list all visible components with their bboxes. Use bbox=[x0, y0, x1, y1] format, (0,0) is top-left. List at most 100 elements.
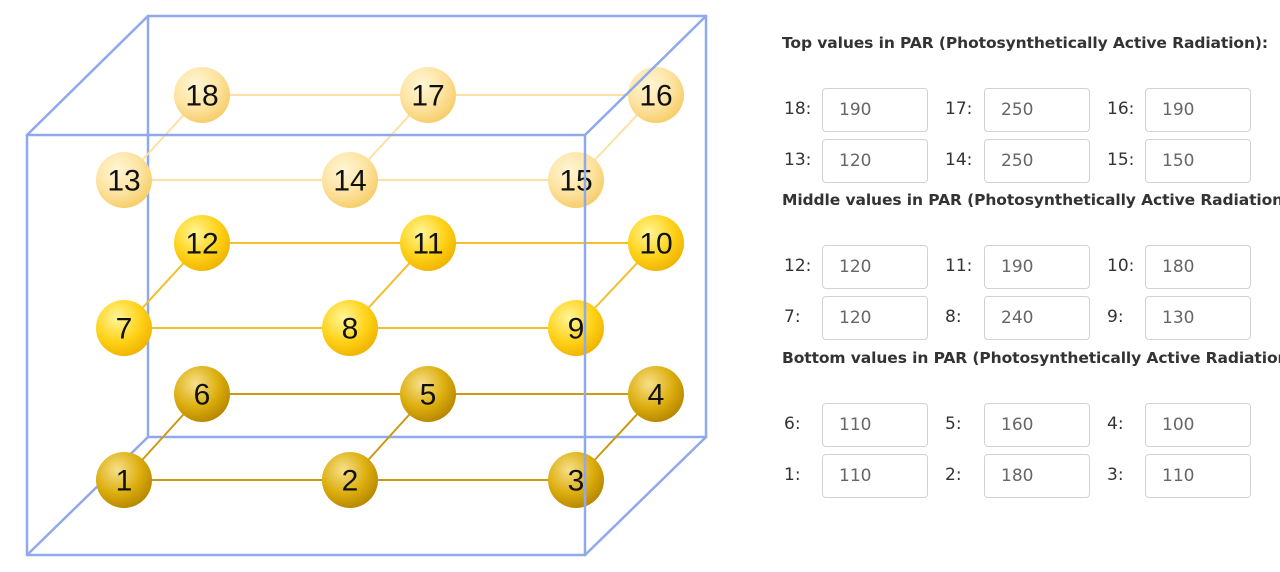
sensor-value-input-1[interactable] bbox=[822, 454, 928, 498]
sensor-node-12: 12 bbox=[174, 215, 230, 271]
sensor-sphere bbox=[548, 300, 604, 356]
sensor-sphere bbox=[400, 215, 456, 271]
sensor-sphere bbox=[628, 366, 684, 422]
sensor-node-1: 1 bbox=[96, 452, 152, 508]
sensor-number: 1 bbox=[116, 465, 133, 498]
sensor-sphere bbox=[174, 215, 230, 271]
sensor-node-15: 15 bbox=[548, 152, 604, 208]
sensor-sphere bbox=[400, 67, 456, 123]
sensor-value-input-13[interactable] bbox=[822, 139, 928, 183]
sensor-node-14: 14 bbox=[322, 152, 378, 208]
sensor-value-input-6[interactable] bbox=[822, 403, 928, 447]
sensor-label-5: 5: bbox=[945, 414, 962, 434]
sensor-value-input-7[interactable] bbox=[822, 296, 928, 340]
sensor-label-18: 18: bbox=[784, 99, 812, 119]
box-edge bbox=[583, 435, 708, 557]
sensor-node-16: 16 bbox=[628, 67, 684, 123]
sensor-label-6: 6: bbox=[784, 414, 801, 434]
sensor-node-2: 2 bbox=[322, 452, 378, 508]
sensor-label-7: 7: bbox=[784, 307, 801, 327]
sensor-value-input-17[interactable] bbox=[984, 88, 1090, 132]
sensor-number: 11 bbox=[412, 228, 443, 261]
sensor-number: 17 bbox=[411, 80, 444, 113]
sensor-number: 12 bbox=[185, 228, 218, 261]
sensor-value-input-16[interactable] bbox=[1145, 88, 1251, 132]
sensor-number: 14 bbox=[333, 165, 366, 198]
sensor-value-input-3[interactable] bbox=[1145, 454, 1251, 498]
sensor-label-13: 13: bbox=[784, 150, 812, 170]
sensor-node-3: 3 bbox=[548, 452, 604, 508]
sensor-label-12: 12: bbox=[784, 256, 812, 276]
sensor-number: 10 bbox=[639, 228, 672, 261]
sensor-sphere bbox=[628, 215, 684, 271]
sensor-value-input-14[interactable] bbox=[984, 139, 1090, 183]
sensor-label-2: 2: bbox=[945, 465, 962, 485]
sensor-number: 13 bbox=[107, 165, 140, 198]
sensor-label-4: 4: bbox=[1107, 414, 1124, 434]
sensor-number: 6 bbox=[194, 379, 211, 412]
sensor-node-18: 18 bbox=[174, 67, 230, 123]
sensor-number: 16 bbox=[639, 80, 672, 113]
sensor-sphere bbox=[322, 300, 378, 356]
box-edge bbox=[25, 14, 150, 137]
sensor-value-input-2[interactable] bbox=[984, 454, 1090, 498]
sensor-sphere bbox=[400, 366, 456, 422]
sensor-number: 2 bbox=[342, 465, 359, 498]
sensor-value-input-10[interactable] bbox=[1145, 245, 1251, 289]
sensor-sphere bbox=[322, 152, 378, 208]
sensor-value-input-5[interactable] bbox=[984, 403, 1090, 447]
middle-values-heading: Middle values in PAR (Photosynthetically… bbox=[782, 191, 1280, 209]
sensor-node-17: 17 bbox=[400, 67, 456, 123]
box-edge bbox=[583, 14, 708, 137]
sensor-label-3: 3: bbox=[1107, 465, 1124, 485]
sensor-node-11: 11 bbox=[400, 215, 456, 271]
sensor-sphere bbox=[548, 452, 604, 508]
sensor-node-5: 5 bbox=[400, 366, 456, 422]
sensor-sphere bbox=[548, 152, 604, 208]
sensor-label-16: 16: bbox=[1107, 99, 1135, 119]
sensor-label-1: 1: bbox=[784, 465, 801, 485]
box-front-edges bbox=[25, 14, 708, 557]
sensor-label-10: 10: bbox=[1107, 256, 1135, 276]
sensor-node-6: 6 bbox=[174, 366, 230, 422]
sensor-number: 15 bbox=[559, 165, 592, 198]
sensor-label-15: 15: bbox=[1107, 150, 1135, 170]
sensor-sphere bbox=[174, 366, 230, 422]
sensor-value-input-12[interactable] bbox=[822, 245, 928, 289]
sensor-sphere bbox=[96, 452, 152, 508]
sensor-label-14: 14: bbox=[945, 150, 973, 170]
sensor-label-11: 11: bbox=[945, 256, 973, 276]
sensor-value-input-11[interactable] bbox=[984, 245, 1090, 289]
sensor-value-input-4[interactable] bbox=[1145, 403, 1251, 447]
sensor-node-4: 4 bbox=[628, 366, 684, 422]
sensor-number: 18 bbox=[185, 80, 218, 113]
sensor-value-input-15[interactable] bbox=[1145, 139, 1251, 183]
sensor-number: 8 bbox=[342, 313, 359, 346]
sensor-sphere bbox=[322, 452, 378, 508]
sensor-number: 5 bbox=[420, 379, 437, 412]
sensor-sphere bbox=[174, 67, 230, 123]
sensor-value-input-8[interactable] bbox=[984, 296, 1090, 340]
sensor-number: 4 bbox=[648, 379, 665, 412]
sensor-number: 7 bbox=[116, 313, 133, 346]
bottom-values-heading: Bottom values in PAR (Photosynthetically… bbox=[782, 349, 1280, 367]
sensor-node-7: 7 bbox=[96, 300, 152, 356]
sensor-label-9: 9: bbox=[1107, 307, 1124, 327]
sensor-node-9: 9 bbox=[548, 300, 604, 356]
sensor-number: 3 bbox=[568, 465, 585, 498]
sensor-sphere bbox=[96, 300, 152, 356]
sensor-node-13: 13 bbox=[96, 152, 152, 208]
sensor-number: 9 bbox=[568, 313, 585, 346]
sensor-label-8: 8: bbox=[945, 307, 962, 327]
sensor-sphere bbox=[628, 67, 684, 123]
sensor-value-input-18[interactable] bbox=[822, 88, 928, 132]
sensor-label-17: 17: bbox=[945, 99, 973, 119]
box-back-edges bbox=[25, 14, 708, 557]
sensor-node-10: 10 bbox=[628, 215, 684, 271]
sensor-value-input-9[interactable] bbox=[1145, 296, 1251, 340]
sensor-sphere bbox=[96, 152, 152, 208]
top-values-heading: Top values in PAR (Photosynthetically Ac… bbox=[782, 34, 1268, 52]
sensor-node-8: 8 bbox=[322, 300, 378, 356]
